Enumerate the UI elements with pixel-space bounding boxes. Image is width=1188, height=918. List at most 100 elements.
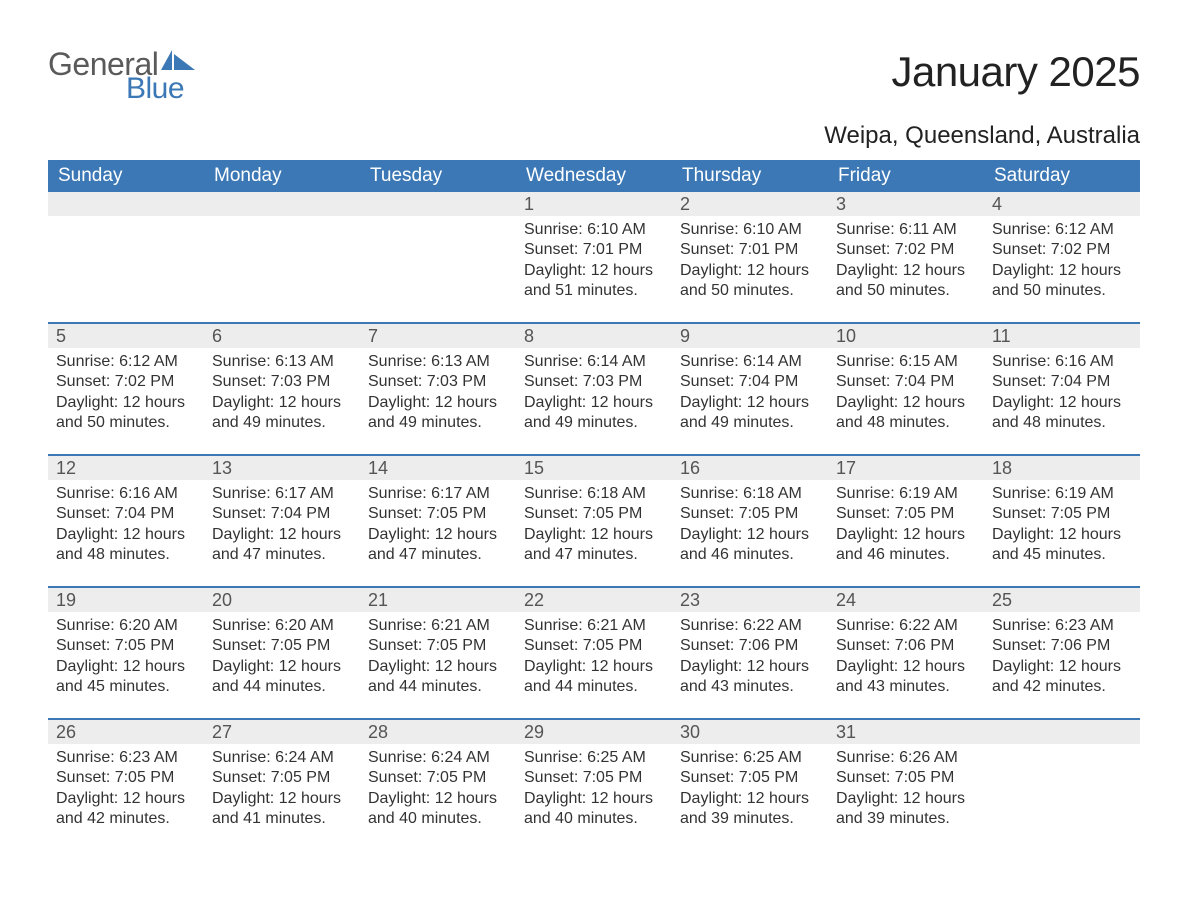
daylight-text: Daylight: 12 hours and 47 minutes. <box>212 525 354 566</box>
sunset-text: Sunset: 7:05 PM <box>56 636 198 656</box>
daylight-text: Daylight: 12 hours and 44 minutes. <box>524 657 666 698</box>
sunrise-text: Sunrise: 6:22 AM <box>680 616 822 636</box>
day-number-row: 25 <box>984 588 1140 612</box>
day-number: 2 <box>672 194 690 215</box>
sunset-text: Sunset: 7:05 PM <box>836 504 978 524</box>
day-number-row: 24 <box>828 588 984 612</box>
day-body: Sunrise: 6:10 AMSunset: 7:01 PMDaylight:… <box>672 216 828 302</box>
day-number-row: 8 <box>516 324 672 348</box>
sunset-text: Sunset: 7:04 PM <box>56 504 198 524</box>
sunrise-text: Sunrise: 6:16 AM <box>992 352 1134 372</box>
day-number: 10 <box>828 326 856 347</box>
day-number-row: 28 <box>360 720 516 744</box>
calendar-day: 26Sunrise: 6:23 AMSunset: 7:05 PMDayligh… <box>48 720 204 850</box>
sunset-text: Sunset: 7:04 PM <box>836 372 978 392</box>
sunset-text: Sunset: 7:05 PM <box>212 636 354 656</box>
sunrise-text: Sunrise: 6:13 AM <box>368 352 510 372</box>
sunrise-text: Sunrise: 6:26 AM <box>836 748 978 768</box>
sunrise-text: Sunrise: 6:21 AM <box>368 616 510 636</box>
sunrise-text: Sunrise: 6:25 AM <box>680 748 822 768</box>
calendar-day: 25Sunrise: 6:23 AMSunset: 7:06 PMDayligh… <box>984 588 1140 718</box>
day-number: 14 <box>360 458 388 479</box>
calendar-day: 5Sunrise: 6:12 AMSunset: 7:02 PMDaylight… <box>48 324 204 454</box>
calendar-day: 1Sunrise: 6:10 AMSunset: 7:01 PMDaylight… <box>516 192 672 322</box>
day-number: 8 <box>516 326 534 347</box>
day-body: Sunrise: 6:25 AMSunset: 7:05 PMDaylight:… <box>672 744 828 830</box>
daylight-text: Daylight: 12 hours and 44 minutes. <box>212 657 354 698</box>
day-number-row: 2 <box>672 192 828 216</box>
sunset-text: Sunset: 7:05 PM <box>212 768 354 788</box>
weekday-header: Thursday <box>672 160 828 192</box>
sunrise-text: Sunrise: 6:14 AM <box>680 352 822 372</box>
calendar-day: 10Sunrise: 6:15 AMSunset: 7:04 PMDayligh… <box>828 324 984 454</box>
weekday-header: Sunday <box>48 160 204 192</box>
day-number-row: 31 <box>828 720 984 744</box>
day-number-row: 20 <box>204 588 360 612</box>
day-body: Sunrise: 6:14 AMSunset: 7:03 PMDaylight:… <box>516 348 672 434</box>
daylight-text: Daylight: 12 hours and 49 minutes. <box>680 393 822 434</box>
sunrise-text: Sunrise: 6:10 AM <box>680 220 822 240</box>
daylight-text: Daylight: 12 hours and 46 minutes. <box>836 525 978 566</box>
day-number-row: 16 <box>672 456 828 480</box>
sunrise-text: Sunrise: 6:21 AM <box>524 616 666 636</box>
logo: General Blue <box>48 48 197 104</box>
sunset-text: Sunset: 7:05 PM <box>680 768 822 788</box>
calendar-week: 19Sunrise: 6:20 AMSunset: 7:05 PMDayligh… <box>48 586 1140 718</box>
weekday-header: Saturday <box>984 160 1140 192</box>
day-body: Sunrise: 6:17 AMSunset: 7:04 PMDaylight:… <box>204 480 360 566</box>
weekday-header: Wednesday <box>516 160 672 192</box>
calendar-week: 5Sunrise: 6:12 AMSunset: 7:02 PMDaylight… <box>48 322 1140 454</box>
calendar-week: 1Sunrise: 6:10 AMSunset: 7:01 PMDaylight… <box>48 192 1140 322</box>
sunset-text: Sunset: 7:02 PM <box>836 240 978 260</box>
day-number: 7 <box>360 326 378 347</box>
day-number-row: 10 <box>828 324 984 348</box>
sunset-text: Sunset: 7:05 PM <box>368 636 510 656</box>
daylight-text: Daylight: 12 hours and 47 minutes. <box>368 525 510 566</box>
calendar-day: 14Sunrise: 6:17 AMSunset: 7:05 PMDayligh… <box>360 456 516 586</box>
day-body: Sunrise: 6:23 AMSunset: 7:06 PMDaylight:… <box>984 612 1140 698</box>
sunset-text: Sunset: 7:03 PM <box>212 372 354 392</box>
calendar-day: 31Sunrise: 6:26 AMSunset: 7:05 PMDayligh… <box>828 720 984 850</box>
weekday-header: Friday <box>828 160 984 192</box>
sunset-text: Sunset: 7:05 PM <box>680 504 822 524</box>
daylight-text: Daylight: 12 hours and 43 minutes. <box>680 657 822 698</box>
daylight-text: Daylight: 12 hours and 50 minutes. <box>56 393 198 434</box>
day-number-row: 30 <box>672 720 828 744</box>
day-number-row: 21 <box>360 588 516 612</box>
calendar-day: 13Sunrise: 6:17 AMSunset: 7:04 PMDayligh… <box>204 456 360 586</box>
day-number: 26 <box>48 722 76 743</box>
sunrise-text: Sunrise: 6:10 AM <box>524 220 666 240</box>
sunrise-text: Sunrise: 6:13 AM <box>212 352 354 372</box>
day-number: 23 <box>672 590 700 611</box>
day-number: 3 <box>828 194 846 215</box>
day-number: 20 <box>204 590 232 611</box>
calendar-day: 19Sunrise: 6:20 AMSunset: 7:05 PMDayligh… <box>48 588 204 718</box>
day-number: 9 <box>672 326 690 347</box>
day-number: 30 <box>672 722 700 743</box>
calendar-day: 20Sunrise: 6:20 AMSunset: 7:05 PMDayligh… <box>204 588 360 718</box>
day-number-row: 9 <box>672 324 828 348</box>
sunrise-text: Sunrise: 6:23 AM <box>992 616 1134 636</box>
day-body: Sunrise: 6:22 AMSunset: 7:06 PMDaylight:… <box>672 612 828 698</box>
day-body: Sunrise: 6:19 AMSunset: 7:05 PMDaylight:… <box>828 480 984 566</box>
day-number: 31 <box>828 722 856 743</box>
daylight-text: Daylight: 12 hours and 50 minutes. <box>836 261 978 302</box>
calendar-day <box>48 192 204 322</box>
day-number: 29 <box>516 722 544 743</box>
daylight-text: Daylight: 12 hours and 43 minutes. <box>836 657 978 698</box>
sunrise-text: Sunrise: 6:25 AM <box>524 748 666 768</box>
sunset-text: Sunset: 7:05 PM <box>992 504 1134 524</box>
calendar-day <box>984 720 1140 850</box>
daylight-text: Daylight: 12 hours and 48 minutes. <box>56 525 198 566</box>
day-body: Sunrise: 6:26 AMSunset: 7:05 PMDaylight:… <box>828 744 984 830</box>
sunset-text: Sunset: 7:06 PM <box>992 636 1134 656</box>
day-number-row: 19 <box>48 588 204 612</box>
calendar-day: 29Sunrise: 6:25 AMSunset: 7:05 PMDayligh… <box>516 720 672 850</box>
sunrise-text: Sunrise: 6:14 AM <box>524 352 666 372</box>
calendar: SundayMondayTuesdayWednesdayThursdayFrid… <box>48 160 1140 850</box>
header: General Blue January 2025 <box>48 48 1140 104</box>
day-number-row: 27 <box>204 720 360 744</box>
day-body: Sunrise: 6:22 AMSunset: 7:06 PMDaylight:… <box>828 612 984 698</box>
daylight-text: Daylight: 12 hours and 45 minutes. <box>992 525 1134 566</box>
day-number-row <box>984 720 1140 744</box>
